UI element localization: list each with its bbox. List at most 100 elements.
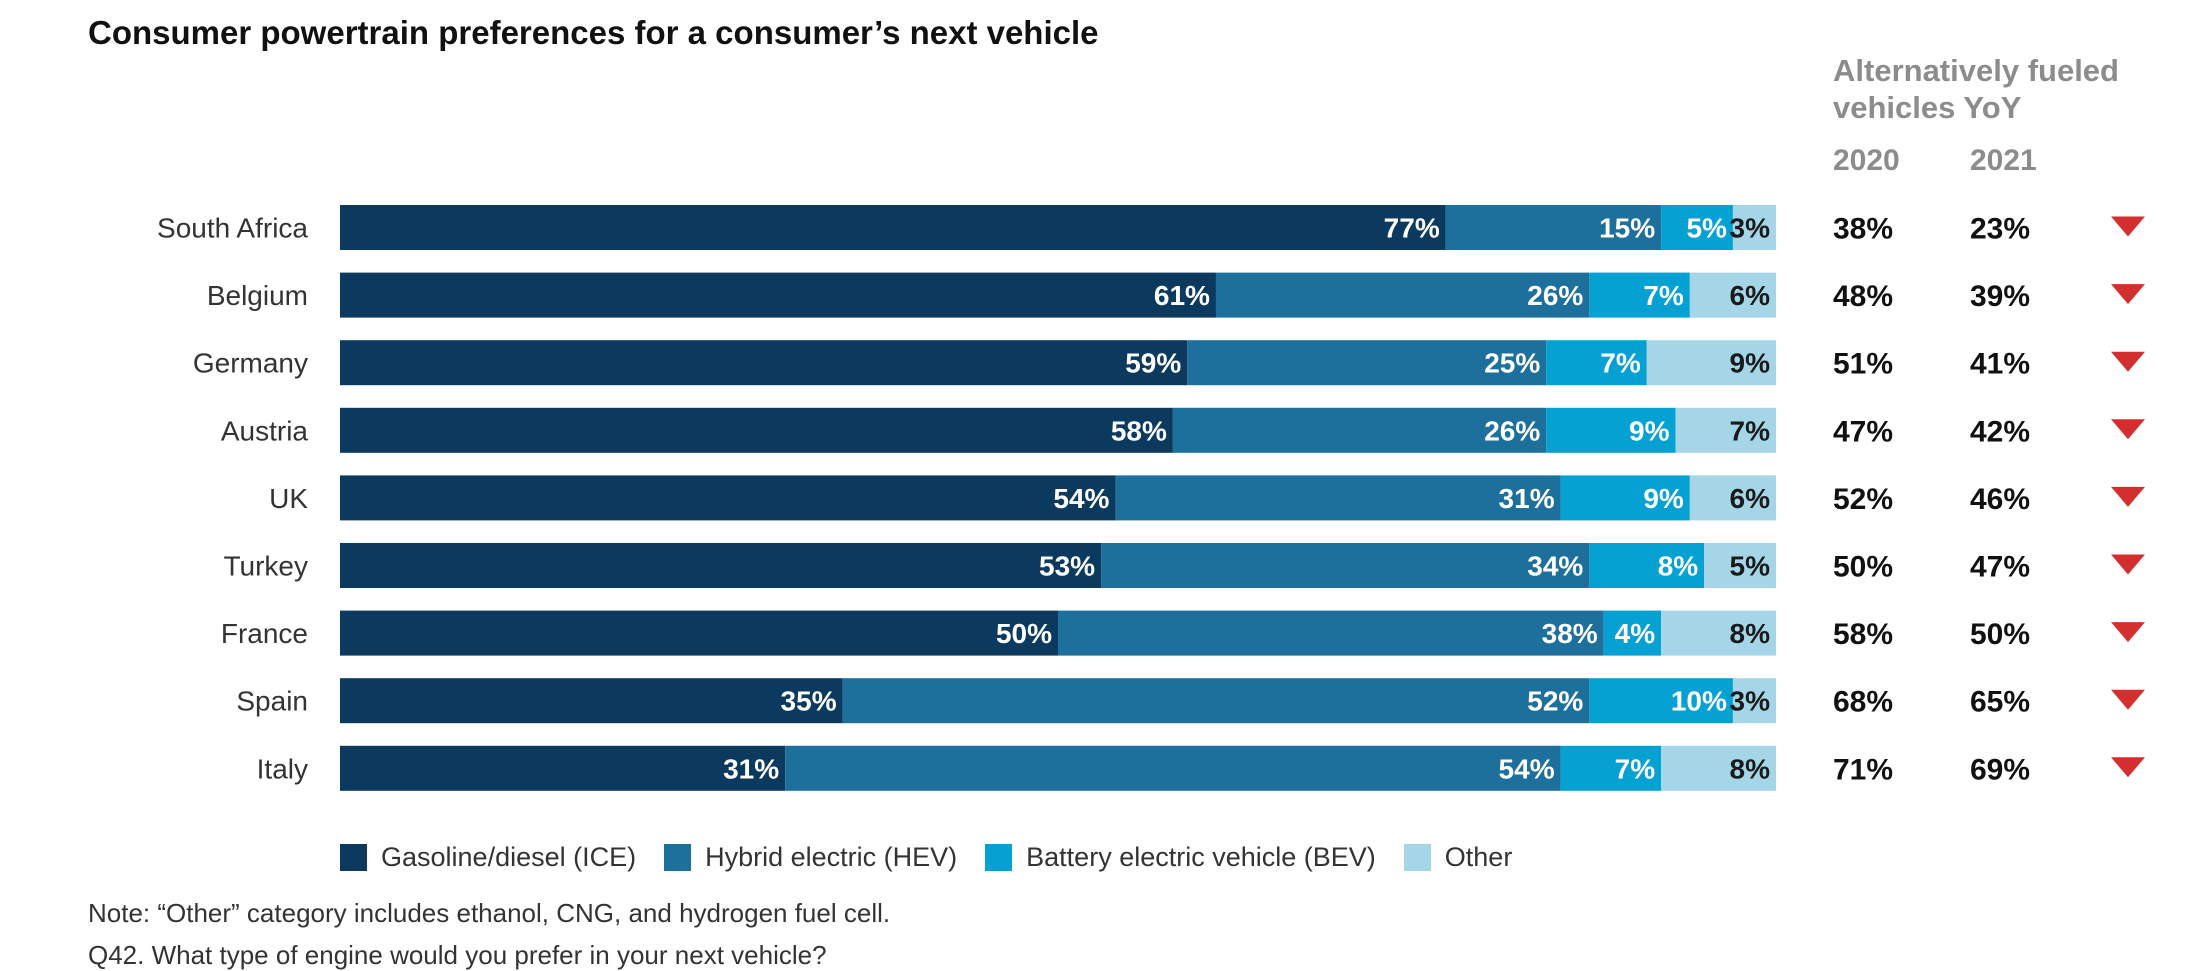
category-label-austria: Austria: [221, 415, 309, 446]
data-label-germany-other: 9%: [1730, 348, 1771, 379]
bar-belgium-battery-electric-vehicle-bev: [1589, 272, 1690, 318]
yoy-2020-germany: 51%: [1833, 348, 1893, 381]
bar-austria-hybrid-electric-hev: [1172, 407, 1547, 453]
bar-south-africa-hybrid-electric-hev: [1445, 205, 1662, 250]
data-label-france-battery-electric-vehicle-bev: 4%: [1615, 618, 1656, 649]
data-label-spain-gasoline-diesel-ice: 35%: [781, 686, 837, 717]
bar-austria-gasoline-diesel-ice: [340, 407, 1173, 453]
data-label-turkey-other: 5%: [1730, 551, 1771, 582]
bar-germany-hybrid-electric-hev: [1187, 340, 1547, 386]
data-label-germany-hybrid-electric-hev: 25%: [1484, 348, 1540, 379]
bar-france-battery-electric-vehicle-bev: [1603, 610, 1662, 656]
bar-france-hybrid-electric-hev: [1058, 610, 1604, 656]
yoy-2020-belgium: 48%: [1833, 280, 1893, 313]
yoy-2021-spain: 65%: [1970, 686, 2030, 719]
data-label-belgium-battery-electric-vehicle-bev: 7%: [1643, 280, 1684, 311]
legend-swatch-other: [1403, 844, 1431, 871]
yoy-2021-turkey: 47%: [1970, 551, 2030, 584]
trend-down-icon-germany: [2111, 351, 2145, 372]
yoy-2021-italy: 69%: [1970, 753, 2030, 786]
trend-down-icon-south-africa: [2111, 216, 2145, 237]
data-label-uk-other: 6%: [1730, 483, 1771, 514]
category-label-italy: Italy: [257, 753, 308, 784]
yoy-2020-south-africa: 38%: [1833, 213, 1893, 246]
bar-turkey-hybrid-electric-hev: [1101, 543, 1590, 588]
bar-france-gasoline-diesel-ice: [340, 610, 1058, 656]
legend-label-ice: Gasoline/diesel (ICE): [381, 842, 637, 872]
data-label-france-gasoline-diesel-ice: 50%: [996, 618, 1052, 649]
bar-spain-other: [1732, 678, 1776, 724]
category-label-spain: Spain: [236, 686, 308, 717]
bar-france-other: [1661, 610, 1776, 656]
chart-legend: Gasoline/diesel (ICE) Hybrid electric (H…: [340, 842, 1540, 873]
legend-swatch-hev: [664, 844, 692, 871]
legend-item-ice: Gasoline/diesel (ICE): [340, 842, 636, 873]
bar-uk-hybrid-electric-hev: [1115, 475, 1561, 521]
category-label-germany: Germany: [193, 348, 308, 379]
bar-italy-battery-electric-vehicle-bev: [1560, 745, 1662, 791]
bar-uk-gasoline-diesel-ice: [340, 475, 1116, 521]
bar-belgium-gasoline-diesel-ice: [340, 272, 1216, 318]
bar-germany-gasoline-diesel-ice: [340, 340, 1188, 386]
legend-item-other: Other: [1403, 842, 1513, 873]
data-label-spain-other: 3%: [1730, 686, 1771, 717]
bar-turkey-battery-electric-vehicle-bev: [1589, 543, 1705, 588]
category-label-france: France: [221, 618, 308, 649]
bar-spain-hybrid-electric-hev: [842, 678, 1590, 724]
yoy-2020-turkey: 50%: [1833, 551, 1893, 584]
trend-down-icon-belgium: [2111, 284, 2145, 305]
yoy-2021-belgium: 39%: [1970, 280, 2030, 313]
yoy-2021-germany: 41%: [1970, 348, 2030, 381]
data-label-uk-battery-electric-vehicle-bev: 9%: [1643, 483, 1684, 514]
category-label-belgium: Belgium: [207, 280, 308, 311]
category-label-uk: UK: [269, 483, 308, 514]
data-label-turkey-gasoline-diesel-ice: 53%: [1039, 551, 1095, 582]
data-label-france-hybrid-electric-hev: 38%: [1542, 618, 1598, 649]
yoy-year-2020: 2020: [1833, 144, 1900, 177]
data-label-south-africa-hybrid-electric-hev: 15%: [1599, 213, 1655, 244]
data-label-italy-gasoline-diesel-ice: 31%: [723, 753, 779, 784]
bar-belgium-other: [1689, 272, 1776, 318]
chart-title: Consumer powertrain preferences for a co…: [88, 14, 1099, 51]
bar-belgium-hybrid-electric-hev: [1215, 272, 1590, 318]
bar-south-africa-other: [1732, 205, 1776, 250]
bar-italy-other: [1661, 745, 1776, 791]
yoy-2020-austria: 47%: [1833, 415, 1893, 448]
yoy-2021-south-africa: 23%: [1970, 213, 2030, 246]
data-label-south-africa-battery-electric-vehicle-bev: 5%: [1686, 213, 1727, 244]
data-label-belgium-hybrid-electric-hev: 26%: [1527, 280, 1583, 311]
bar-germany-other: [1646, 340, 1776, 386]
yoy-2020-spain: 68%: [1833, 686, 1893, 719]
data-label-south-africa-gasoline-diesel-ice: 77%: [1384, 213, 1440, 244]
bar-germany-battery-electric-vehicle-bev: [1546, 340, 1647, 386]
data-label-spain-battery-electric-vehicle-bev: 10%: [1671, 686, 1727, 717]
bar-spain-battery-electric-vehicle-bev: [1589, 678, 1733, 724]
trend-down-icon-uk: [2111, 486, 2145, 507]
yoy-2020-italy: 71%: [1833, 753, 1893, 786]
data-label-uk-gasoline-diesel-ice: 54%: [1053, 483, 1109, 514]
legend-label-bev: Battery electric vehicle (BEV): [1026, 842, 1376, 872]
data-label-austria-battery-electric-vehicle-bev: 9%: [1629, 415, 1670, 446]
trend-down-icon-france: [2111, 622, 2145, 643]
footnote-question: Q42. What type of engine would you prefe…: [88, 940, 827, 970]
bar-italy-hybrid-electric-hev: [785, 745, 1561, 791]
data-label-austria-other: 7%: [1730, 415, 1771, 446]
bar-spain-gasoline-diesel-ice: [340, 678, 843, 724]
bar-uk-battery-electric-vehicle-bev: [1560, 475, 1690, 521]
yoy-2021-austria: 42%: [1970, 415, 2030, 448]
data-label-south-africa-other: 3%: [1730, 213, 1771, 244]
data-label-italy-other: 8%: [1730, 753, 1771, 784]
yoy-2020-france: 58%: [1833, 618, 1893, 651]
bar-south-africa-battery-electric-vehicle-bev: [1661, 205, 1733, 250]
category-label-south-africa: South Africa: [157, 213, 308, 244]
data-label-turkey-battery-electric-vehicle-bev: 8%: [1658, 551, 1699, 582]
yoy-2021-uk: 46%: [1970, 483, 2030, 516]
legend-item-bev: Battery electric vehicle (BEV): [985, 842, 1376, 873]
legend-swatch-bev: [985, 844, 1013, 871]
legend-label-hev: Hybrid electric (HEV): [705, 842, 958, 872]
legend-label-other: Other: [1444, 842, 1513, 872]
trend-down-icon-turkey: [2111, 554, 2145, 575]
data-label-france-other: 8%: [1730, 618, 1771, 649]
yoy-2021-france: 50%: [1970, 618, 2030, 651]
